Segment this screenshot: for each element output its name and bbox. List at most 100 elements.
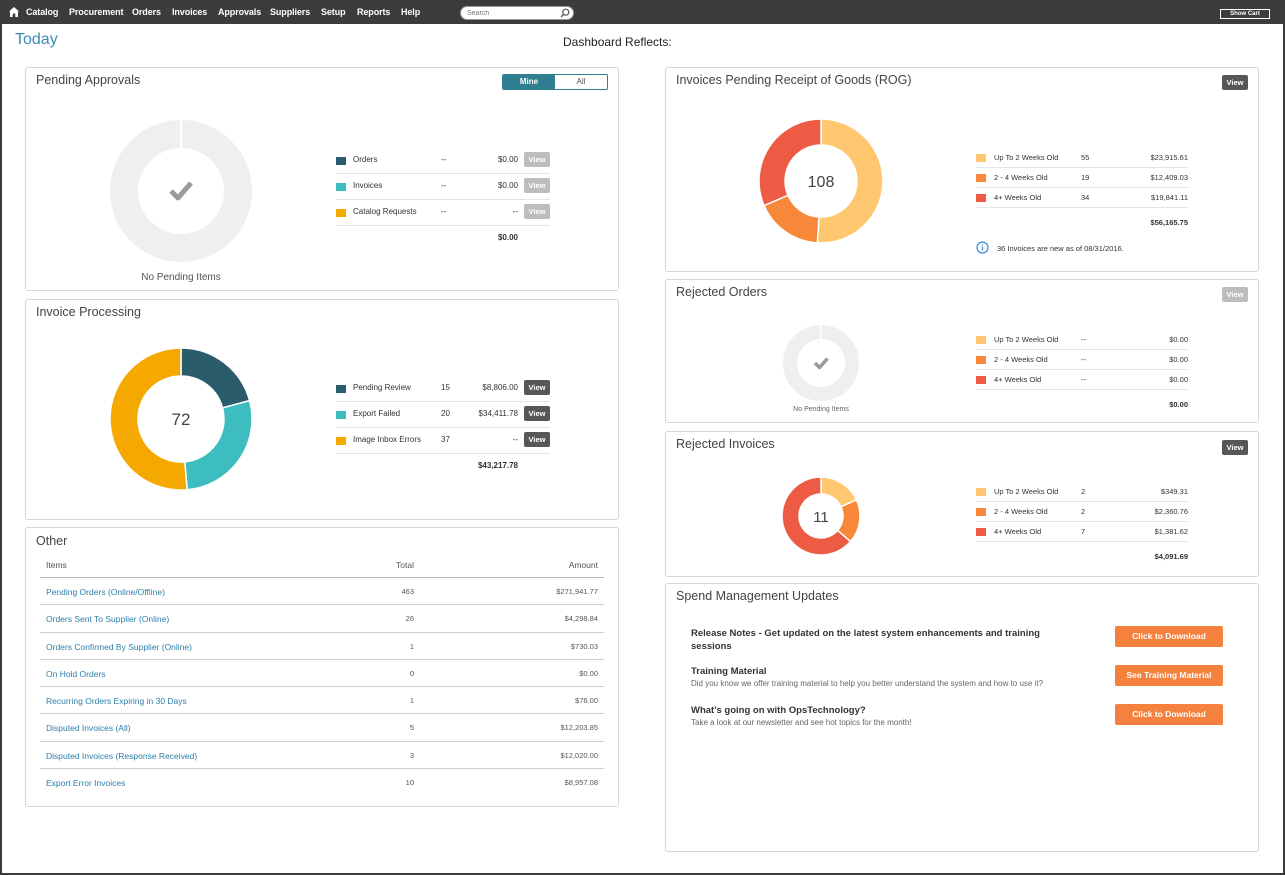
- donut-slice: [183, 399, 253, 491]
- table-row-link[interactable]: Disputed Invoices (Response Received): [46, 750, 198, 761]
- legend-label: Up To 2 Weeks Old: [994, 487, 1059, 496]
- table-row-amount: $8,957.08: [564, 778, 598, 788]
- table-row: Orders Sent To Supplier (Online) 26 $4,298…: [40, 605, 604, 633]
- legend-row: Pending Review 15 $8,806.00 View: [336, 376, 550, 402]
- legend-row: Up To 2 Weeks Old 55 $23,915.61: [976, 148, 1188, 168]
- info-icon: [976, 241, 989, 254]
- rejected-invoices-view-button[interactable]: View: [1222, 440, 1248, 455]
- panel-title: Invoices Pending Receipt of Goods (ROG): [676, 73, 912, 87]
- nav-suppliers[interactable]: Suppliers: [270, 7, 311, 17]
- header-items: Items: [46, 560, 67, 570]
- legend-amount: $2,360.76: [1154, 507, 1188, 516]
- legend-count: 2: [1081, 487, 1086, 496]
- table-row-amount: $271,941.77: [556, 587, 598, 596]
- rejected-invoices-panel: Rejected Invoices View 11 Up To 2 Weeks …: [665, 431, 1259, 577]
- legend-count: --: [1081, 335, 1086, 344]
- home-icon[interactable]: [8, 6, 20, 18]
- nav-invoices[interactable]: Invoices: [172, 7, 208, 17]
- legend-row: Up To 2 Weeks Old -- $0.00: [976, 330, 1188, 350]
- table-row-link[interactable]: Export Error Invoices: [46, 778, 126, 789]
- legend-count: 37: [441, 435, 450, 444]
- nav-procurement[interactable]: Procurement: [69, 7, 124, 17]
- table-row-link[interactable]: On Hold Orders: [46, 668, 106, 679]
- view-button[interactable]: View: [524, 152, 550, 167]
- table-row-total: 1: [409, 641, 414, 651]
- legend-amount: --: [512, 435, 518, 444]
- pending-approvals-panel: Pending Approvals Mine All No Pending It…: [25, 67, 619, 291]
- table-row-link[interactable]: Orders Sent To Supplier (Online): [46, 614, 170, 625]
- rog-view-button[interactable]: View: [1222, 75, 1248, 90]
- legend-count: --: [1081, 375, 1086, 384]
- legend-label: 4+ Weeks Old: [994, 193, 1042, 202]
- view-button[interactable]: View: [524, 432, 550, 447]
- search-input[interactable]: [467, 8, 557, 19]
- table-row-total: 3: [409, 750, 414, 760]
- release-notes-title: Release Notes - Get updated on the lates…: [691, 628, 1040, 652]
- newsletter-download-button[interactable]: Click to Download: [1115, 704, 1223, 725]
- legend-swatch: [976, 336, 986, 344]
- table-row-link[interactable]: Disputed Invoices (All): [46, 723, 131, 734]
- legend-label: Up To 2 Weeks Old: [994, 153, 1059, 162]
- nav-help[interactable]: Help: [401, 7, 421, 17]
- other-panel: Other Items Total Amount Pending Orders …: [25, 527, 619, 807]
- table-row-amount: $12,203.85: [560, 723, 598, 733]
- legend-amount: $0.00: [497, 181, 518, 190]
- legend-count: 15: [441, 383, 450, 392]
- nav-orders[interactable]: Orders: [132, 7, 161, 17]
- empty-donut: [110, 120, 252, 262]
- invoice-processing-panel: Invoice Processing 72 Pending Review 15 $8…: [25, 299, 619, 520]
- table-row-total: 463: [401, 587, 414, 596]
- checkmark-icon: [813, 357, 829, 370]
- release-notes-download-button[interactable]: Click to Download: [1115, 626, 1223, 647]
- empty-label: No Pending Items: [793, 406, 849, 413]
- legend-swatch: [976, 488, 986, 496]
- empty-label: No Pending Items: [141, 272, 221, 283]
- legend-swatch: [976, 376, 986, 384]
- legend-label: 2 - 4 Weeks Old: [994, 173, 1048, 182]
- table-row: On Hold Orders 0 $0.00: [40, 660, 604, 688]
- table-row-total: 26: [405, 614, 414, 624]
- view-button[interactable]: View: [524, 204, 550, 219]
- nav-catalog[interactable]: Catalog: [26, 7, 59, 17]
- legend-label: Export Failed: [353, 409, 401, 418]
- legend-total: $56,165.75: [1150, 218, 1188, 227]
- legend-count: --: [441, 207, 447, 216]
- view-button[interactable]: View: [524, 178, 550, 193]
- table-row: Orders Confirmed By Supplier (Online) 1 $7…: [40, 633, 604, 660]
- legend-count: --: [1081, 355, 1086, 364]
- legend-row: 4+ Weeks Old -- $0.00: [976, 370, 1188, 390]
- legend-count: --: [441, 155, 447, 164]
- table-row-link[interactable]: Orders Confirmed By Supplier (Online): [46, 641, 192, 652]
- toggle-all[interactable]: All: [555, 75, 607, 89]
- today-title: Today: [15, 31, 58, 48]
- nav-reports[interactable]: Reports: [357, 7, 391, 17]
- legend-swatch: [976, 174, 986, 182]
- table-row: Recurring Orders Expiring in 30 Days 1 $76…: [40, 687, 604, 715]
- search-icon[interactable]: [560, 8, 570, 18]
- panel-title: Pending Approvals: [36, 73, 141, 87]
- donut-center-value: 72: [172, 410, 191, 429]
- legend-amount: $34,411.78: [478, 409, 518, 418]
- nav-approvals[interactable]: Approvals: [218, 7, 262, 17]
- show-cart-button[interactable]: Show Cart: [1220, 9, 1270, 19]
- legend-label: Up To 2 Weeks Old: [994, 335, 1059, 344]
- legend-row: 4+ Weeks Old 34 $19,841.11: [976, 188, 1188, 208]
- search-box: [460, 6, 574, 20]
- legend-count: 7: [1081, 527, 1086, 536]
- legend-total: $43,217.78: [477, 461, 518, 470]
- checkmark-icon: [169, 181, 193, 201]
- view-button[interactable]: View: [524, 380, 550, 395]
- view-button[interactable]: View: [524, 406, 550, 421]
- toggle-mine[interactable]: Mine: [503, 75, 555, 89]
- nav-setup[interactable]: Setup: [321, 7, 346, 17]
- see-training-material-button[interactable]: See Training Material: [1115, 665, 1223, 686]
- table-row-link[interactable]: Recurring Orders Expiring in 30 Days: [46, 696, 187, 707]
- legend-total: $0.00: [1169, 400, 1188, 409]
- legend-row: 2 - 4 Weeks Old 2 $2,360.76: [976, 502, 1188, 522]
- rejected-orders-view-button[interactable]: View: [1222, 287, 1248, 302]
- top-nav: Catalog Procurement Orders Invoices Appr…: [2, 2, 1283, 24]
- legend-label: 4+ Weeks Old: [994, 375, 1042, 384]
- legend-row: 4+ Weeks Old 7 $1,381.62: [976, 522, 1188, 542]
- legend-count: 19: [1081, 173, 1090, 182]
- table-row-link[interactable]: Pending Orders (Online/Offline): [46, 587, 165, 597]
